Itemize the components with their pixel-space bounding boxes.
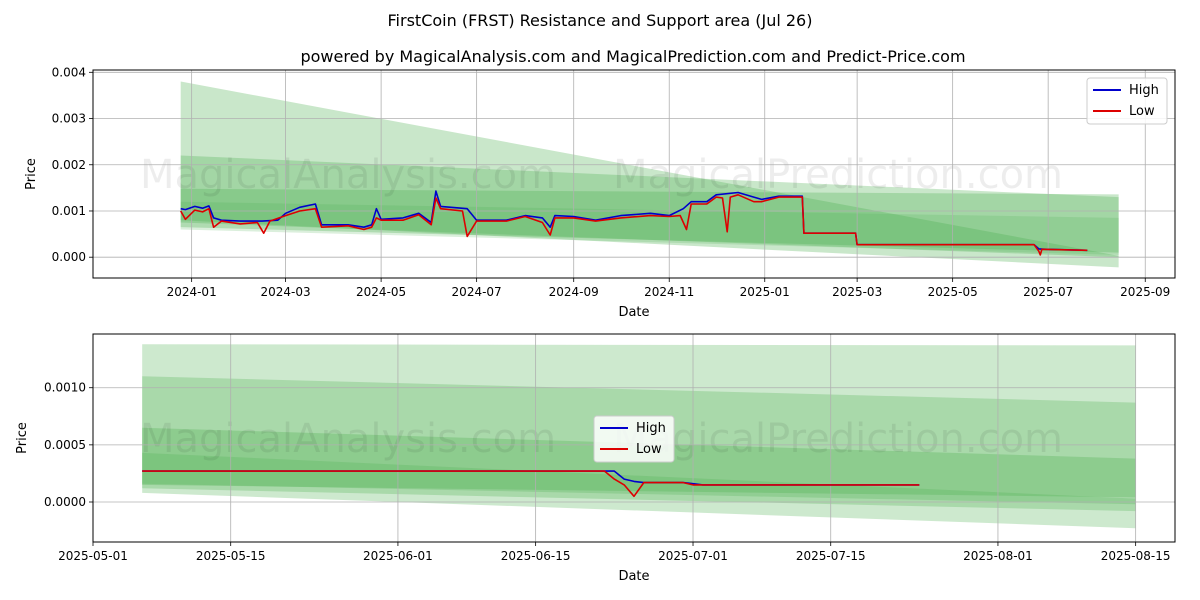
legend-label-low: Low (636, 442, 662, 457)
x-tick-label: 2025-08-15 (1101, 549, 1171, 563)
watermark-left: MagicalAnalysis.com (140, 152, 556, 198)
legend-label-high: High (636, 421, 666, 436)
watermark-right: MagicalPrediction.com (613, 152, 1063, 198)
bottom-panel: MagicalAnalysis.com MagicalPrediction.com… (15, 333, 1176, 584)
x-tick-label: 2025-01 (740, 285, 790, 299)
band-1 (180, 155, 1119, 258)
x-tick-label: 2025-06-15 (501, 549, 571, 563)
x-tick-label: 2024-07 (452, 285, 502, 299)
x-tick-label: 2024-05 (356, 285, 406, 299)
x-tick-label: 2025-03 (832, 285, 882, 299)
y-tick-label: 0.001 (52, 204, 86, 218)
tick-labels: 2024-01 2024-03 2024-05 2024-07 2024-09 2024-… (52, 65, 1171, 299)
grid (89, 70, 1175, 282)
legend-label-low: Low (1129, 104, 1155, 119)
plot-frame (92, 333, 1176, 543)
x-tick-label: 2025-07 (1023, 285, 1073, 299)
x-tick-label: 2025-09 (1120, 285, 1170, 299)
y-tick-label: 0.000 (52, 250, 86, 264)
y-axis-label: Price (15, 422, 30, 454)
y-tick-label: 0.002 (52, 158, 86, 172)
chart-subtitle: powered by MagicalAnalysis.com and Magic… (300, 47, 965, 66)
watermark-right: MagicalPrediction.com (613, 416, 1063, 462)
x-tick-label: 2025-07-01 (658, 549, 728, 563)
legend: High Low (1086, 77, 1168, 125)
tick-labels: 2025-05-01 2025-05-15 2025-06-01 2025-06-15… (44, 381, 1171, 563)
y-tick-label: 0.003 (52, 112, 86, 126)
band-3 (142, 452, 1136, 505)
x-tick-label: 2024-03 (261, 285, 311, 299)
plot-frame (92, 69, 1176, 279)
x-tick-label: 2024-01 (167, 285, 217, 299)
x-tick-label: 2024-09 (549, 285, 599, 299)
x-axis-label: Date (618, 569, 649, 584)
x-axis-label: Date (618, 305, 649, 320)
y-tick-label: 0.0010 (44, 381, 86, 395)
top-panel: MagicalAnalysis.com MagicalPrediction.com… (24, 65, 1176, 320)
x-tick-label: 2025-07-15 (796, 549, 866, 563)
x-tick-label: 2025-05 (928, 285, 978, 299)
x-tick-label: 2025-05-01 (58, 549, 128, 563)
y-tick-label: 0.004 (52, 65, 86, 79)
series-line-low (180, 194, 1088, 256)
y-tick-label: 0.0000 (44, 495, 86, 509)
chart-title: FirstCoin (FRST) Resistance and Support … (388, 11, 813, 30)
y-axis-label: Price (24, 158, 39, 190)
y-tick-label: 0.0005 (44, 438, 86, 452)
price-series (142, 470, 920, 498)
legend-label-high: High (1129, 83, 1159, 98)
band-0 (180, 81, 1119, 268)
band-2 (180, 188, 1119, 253)
legend: High Low (593, 415, 675, 463)
price-series (180, 190, 1088, 256)
x-tick-label: 2024-11 (644, 285, 694, 299)
x-tick-label: 2025-06-01 (363, 549, 433, 563)
x-tick-label: 2025-05-15 (196, 549, 266, 563)
x-tick-label: 2025-08-01 (963, 549, 1033, 563)
support-resistance-bands (180, 81, 1119, 268)
series-line-low (142, 470, 920, 498)
watermark-left: MagicalAnalysis.com (140, 416, 556, 462)
